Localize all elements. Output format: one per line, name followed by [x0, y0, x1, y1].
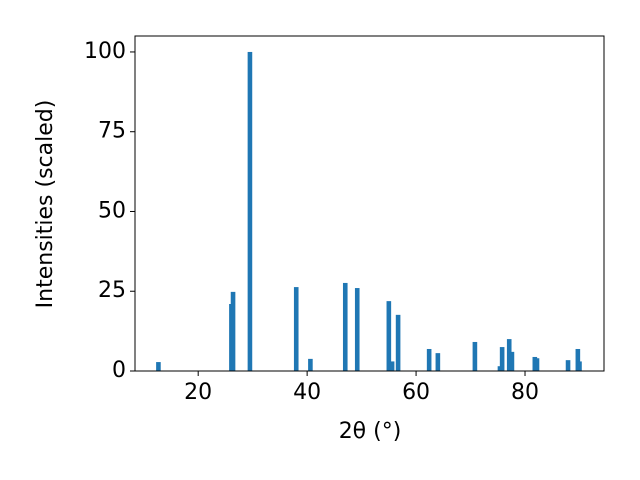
y-axis-label: Intensities (scaled) — [33, 100, 58, 309]
y-tick-label: 75 — [98, 119, 126, 144]
y-tick-label: 50 — [98, 198, 126, 223]
bar — [293, 287, 299, 371]
bar — [534, 358, 540, 371]
y-tick-label: 100 — [84, 39, 126, 64]
bar — [435, 353, 441, 371]
bar — [354, 288, 360, 371]
bar — [506, 339, 512, 371]
bar — [509, 351, 515, 371]
y-tick-label: 25 — [98, 278, 126, 303]
x-tick-label: 80 — [511, 380, 539, 405]
x-axis-label: 2θ (°) — [339, 419, 402, 444]
bar — [472, 341, 478, 371]
bar — [575, 348, 581, 371]
plot-frame — [134, 35, 605, 372]
bar — [389, 361, 395, 371]
x-tick-label: 20 — [184, 380, 212, 405]
bar — [395, 314, 401, 371]
bar — [342, 282, 348, 371]
bar — [426, 348, 432, 371]
bar — [386, 301, 392, 371]
bar — [230, 291, 236, 371]
bar — [499, 347, 505, 371]
bar — [247, 51, 253, 371]
bar — [156, 362, 161, 371]
bar — [308, 358, 313, 371]
bar — [565, 360, 571, 371]
y-tick-label: 0 — [112, 358, 126, 383]
x-tick-label: 40 — [293, 380, 321, 405]
bar — [577, 361, 582, 371]
x-tick-label: 60 — [402, 380, 430, 405]
